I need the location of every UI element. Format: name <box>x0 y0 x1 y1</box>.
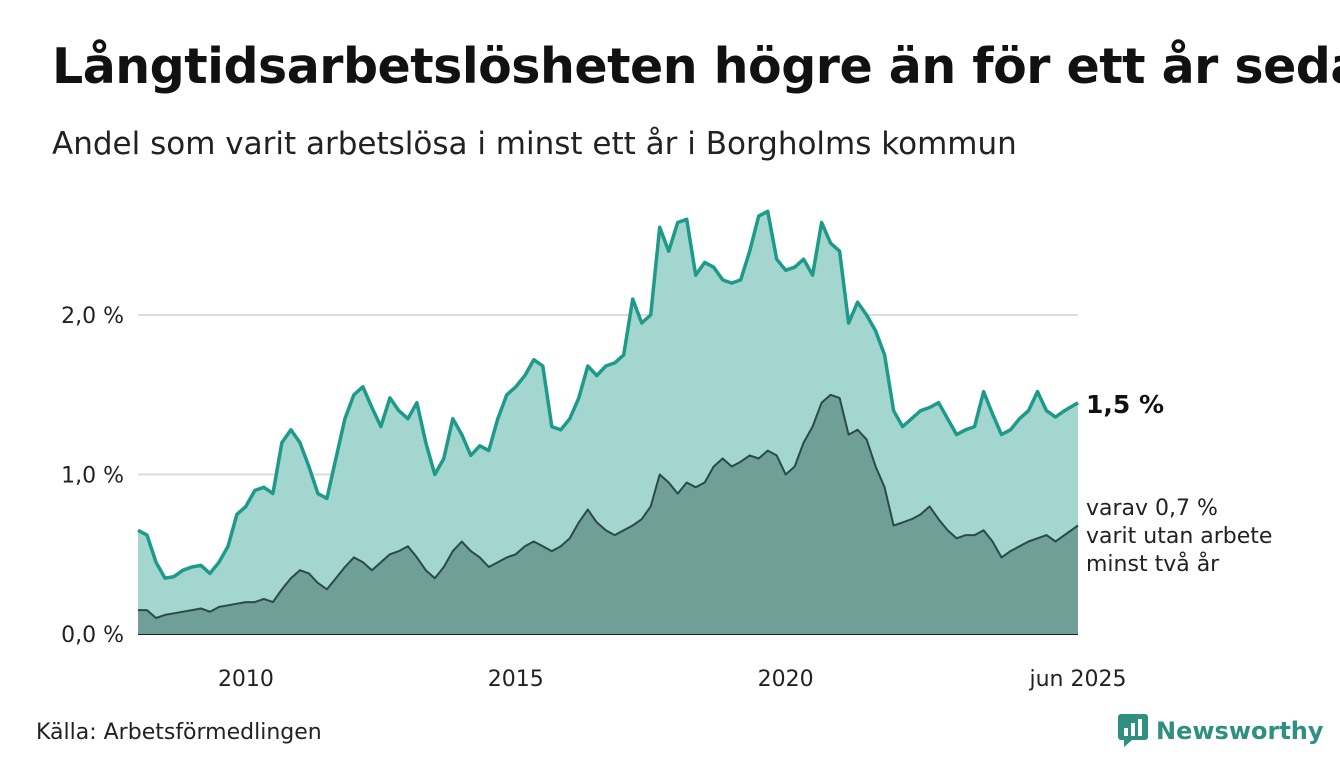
line-series-1 <box>137 209 1079 580</box>
brand-name: Newsworthy <box>1156 717 1324 745</box>
x-axis: 2010 2015 2020 jun 2025 <box>218 667 1127 692</box>
end-label-series-2-line: varit utan arbete <box>1086 524 1272 549</box>
end-label-series-2-line: minst två år <box>1086 551 1220 577</box>
x-tick-label: jun 2025 <box>1029 667 1127 692</box>
x-tick-label: 2020 <box>758 667 814 692</box>
y-tick-label: 1,0 % <box>61 464 124 489</box>
end-label-series-2-line: varav 0,7 % <box>1086 496 1218 521</box>
x-tick-label: 2015 <box>488 667 544 692</box>
series-areas <box>137 209 1079 635</box>
newsworthy-logo[interactable]: Newsworthy <box>1118 713 1324 749</box>
y-tick-label: 2,0 % <box>61 304 124 329</box>
source-note: Källa: Arbetsförmedlingen <box>36 720 322 745</box>
bar-chart-logo-icon <box>1118 714 1148 747</box>
end-label-series-1: 1,5 % <box>1086 390 1164 419</box>
line-series-2 <box>138 393 1079 619</box>
y-axis: 0,0 % 1,0 % 2,0 % <box>61 304 124 648</box>
y-tick-label: 0,0 % <box>61 623 124 648</box>
chart-subtitle: Andel som varit arbetslösa i minst ett å… <box>52 126 1017 162</box>
x-tick-label: 2010 <box>218 667 274 692</box>
chart-title: Långtidsarbetslösheten högre än för ett … <box>52 38 1340 95</box>
area-series-2 <box>138 394 1078 634</box>
